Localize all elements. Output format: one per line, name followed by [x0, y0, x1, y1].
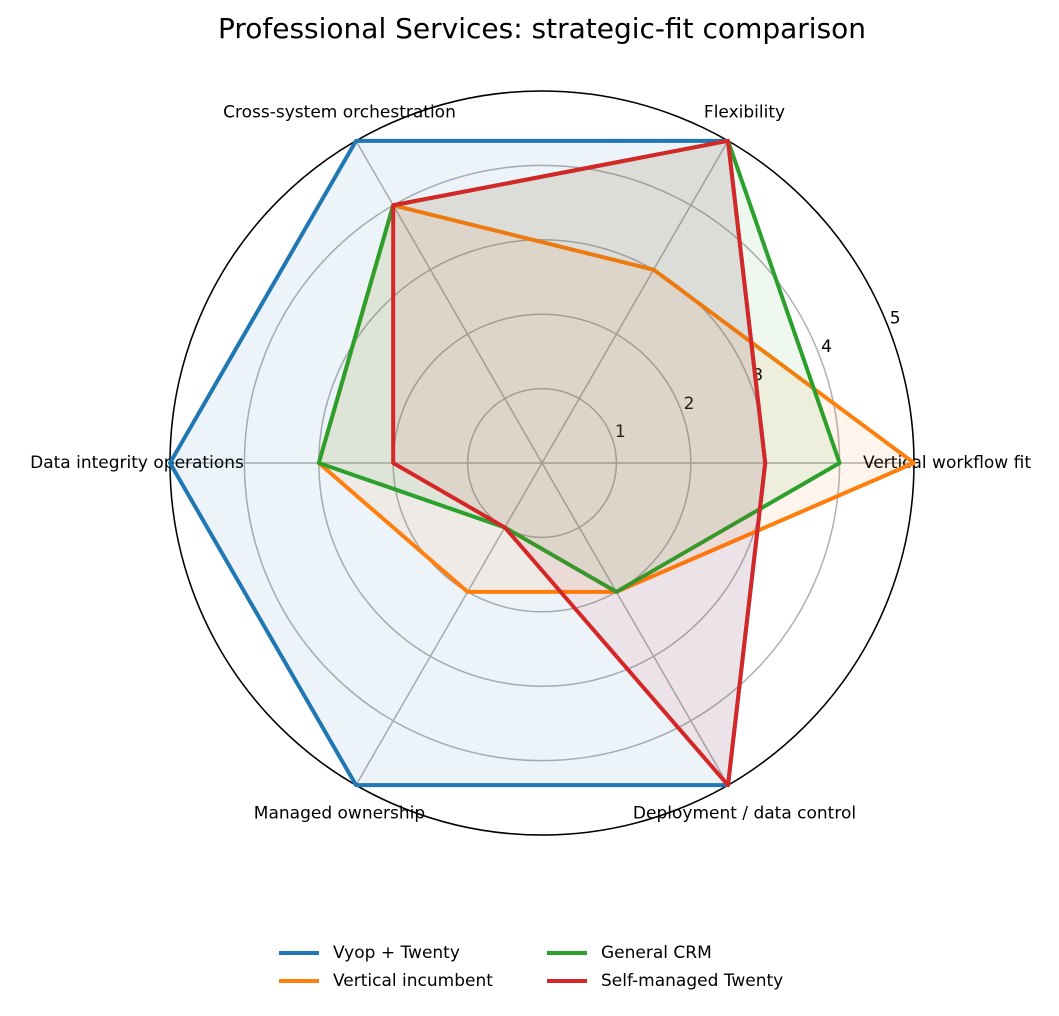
category-label: Managed ownership [254, 804, 425, 824]
legend-label: Vyop + Twenty [333, 943, 460, 963]
series-line [391, 138, 768, 788]
legend-label: General CRM [601, 943, 712, 963]
spoke [355, 462, 543, 786]
chart-title: Professional Services: strategic-fit com… [218, 12, 866, 45]
series-area [318, 140, 840, 592]
r-tick-label: 2 [684, 394, 695, 414]
series-area [318, 205, 914, 592]
category-label: Data integrity operations [30, 453, 244, 473]
series-area [170, 140, 766, 786]
spoke [541, 140, 729, 464]
category-label: Deployment / data control [633, 804, 856, 824]
series-area [393, 140, 766, 786]
r-tick-label: 1 [615, 422, 626, 442]
category-label: Cross-system orchestration [223, 102, 456, 122]
spoke [355, 140, 543, 464]
r-tick-label: 4 [821, 337, 832, 357]
legend-label: Self-managed Twenty [601, 971, 783, 991]
category-label: Flexibility [704, 102, 785, 122]
r-tick-label: 3 [752, 365, 763, 385]
r-tick-label: 5 [890, 308, 901, 328]
spoke [541, 462, 729, 786]
legend-label: Vertical incumbent [333, 971, 493, 991]
